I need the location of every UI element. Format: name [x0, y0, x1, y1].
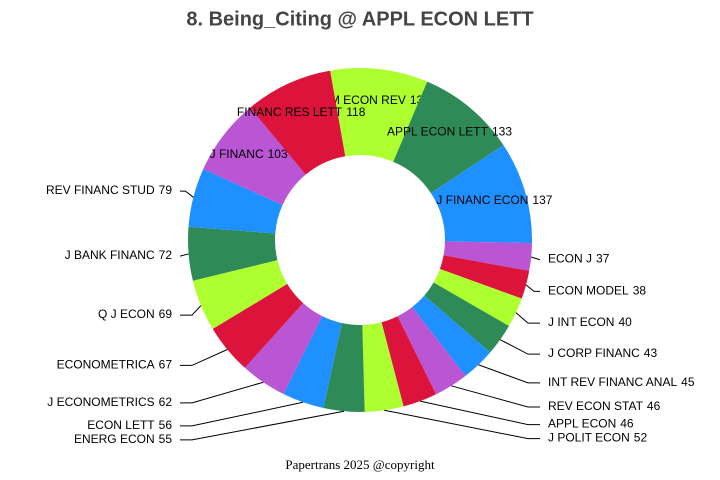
donut-slice — [187, 226, 278, 281]
leader-line — [420, 400, 540, 426]
label-value: 55 — [159, 432, 173, 446]
label-name: APPL ECON LETT — [387, 125, 489, 139]
leader-line — [180, 410, 345, 441]
donut-slice — [250, 70, 346, 175]
label-name: INT REV FINANC ANAL — [548, 375, 677, 389]
data-label: APPL ECON 46 — [548, 417, 634, 431]
label-value: 46 — [620, 417, 634, 431]
data-label: J CORP FINANC 43 — [548, 346, 657, 360]
label-name: REV ECON STAT — [548, 399, 644, 413]
donut-slice — [323, 323, 365, 413]
leader-line — [384, 409, 540, 440]
footer: Papertrans 2025 @copyright — [285, 457, 435, 472]
label-name: ECON LETT — [87, 418, 155, 432]
label-name: J ECONOMETRICS — [47, 395, 154, 409]
label-name: J CORP FINANC — [548, 346, 640, 360]
label-value: 67 — [159, 358, 173, 372]
label-value: 72 — [159, 248, 173, 262]
label-name: ECONOMETRICA — [57, 358, 155, 372]
donut-slice — [430, 145, 532, 244]
donut-slice — [212, 283, 304, 368]
leader-line — [525, 284, 540, 292]
label-name: ECON MODEL — [548, 284, 629, 298]
label-value: 46 — [647, 399, 661, 413]
label-value: 43 — [644, 346, 658, 360]
label-value: 118 — [346, 105, 365, 119]
leader-line — [451, 385, 540, 408]
donut-slice — [439, 255, 530, 299]
label-name: ECON J — [548, 252, 592, 266]
data-label: J POLIT ECON 52 — [548, 431, 647, 445]
label-value: 56 — [159, 418, 173, 432]
label-value: 69 — [159, 307, 173, 321]
donut-slice — [188, 169, 283, 234]
leader-line — [499, 339, 540, 355]
label-value: 38 — [633, 284, 647, 298]
donut-slice — [397, 307, 466, 395]
label-name: J INT ECON — [548, 315, 614, 329]
data-label: J FINANC 103 — [210, 147, 288, 161]
data-label: INT REV FINANC ANAL 45 — [548, 375, 695, 389]
label-name: J BANK FINANC — [65, 248, 155, 262]
label-name: AM ECON REV — [322, 93, 406, 107]
leader-line — [531, 256, 540, 261]
label-name: J FINANC — [210, 147, 264, 161]
data-label: J INT ECON 40 — [548, 315, 632, 329]
donut-slice — [412, 295, 491, 376]
data-label: ECON LETT 56 — [87, 418, 172, 432]
chart-title: 8. Being_Citing @ APPL ECON LETT — [186, 8, 533, 30]
data-label: J FINANC ECON 137 — [436, 193, 552, 207]
data-label: J ECONOMETRICS 62 — [47, 395, 172, 409]
data-label: FINANC RES LETT 118 — [237, 105, 366, 119]
leader-line — [180, 190, 194, 198]
label-name: J FINANC ECON — [436, 193, 528, 207]
leader-line — [180, 381, 264, 404]
label-name: REV FINANC STUD — [46, 183, 155, 197]
leader-line — [180, 253, 189, 257]
donut-slice — [393, 81, 504, 194]
label-value: 79 — [159, 183, 173, 197]
leader-line — [515, 312, 540, 324]
data-label: ENERG ECON 55 — [74, 432, 172, 446]
label-name: FINANC RES LETT — [237, 105, 343, 119]
donut-slice — [424, 282, 509, 353]
donut-slice — [283, 316, 342, 409]
data-label: REV ECON STAT 46 — [548, 399, 661, 413]
donut-slice — [244, 303, 323, 395]
data-label: J BANK FINANC 72 — [65, 248, 173, 262]
label-value: 37 — [596, 252, 610, 266]
donut-slice — [381, 316, 437, 407]
data-label: REV FINANC STUD 79 — [46, 183, 172, 197]
leader-line — [180, 401, 304, 427]
leader-line — [180, 349, 228, 366]
donut-slice — [330, 67, 428, 162]
label-value: 45 — [681, 375, 695, 389]
label-value: 133 — [492, 125, 512, 139]
donut-slice — [443, 241, 532, 271]
donut-slice — [433, 268, 522, 326]
label-value: 62 — [159, 395, 173, 409]
label-name: Q J ECON — [98, 307, 155, 321]
leader-line — [478, 364, 540, 384]
label-name: J POLIT ECON — [548, 431, 630, 445]
data-label: ECON MODEL 38 — [548, 284, 646, 298]
label-value: 137 — [532, 193, 552, 207]
data-label: APPL ECON LETT 133 — [387, 125, 512, 139]
label-value: 40 — [618, 315, 632, 329]
label-value: 52 — [634, 431, 648, 445]
label-name: ENERG ECON — [74, 432, 155, 446]
data-label: ECON J 37 — [548, 252, 610, 266]
data-label: ECONOMETRICA 67 — [57, 358, 173, 372]
label-value: 103 — [268, 147, 288, 161]
donut-slice — [362, 322, 404, 412]
data-label: Q J ECON 69 — [98, 307, 172, 321]
donut-slice — [203, 107, 306, 205]
label-name: APPL ECON — [548, 417, 616, 431]
leader-line — [180, 305, 202, 316]
donut-slice — [192, 260, 288, 329]
